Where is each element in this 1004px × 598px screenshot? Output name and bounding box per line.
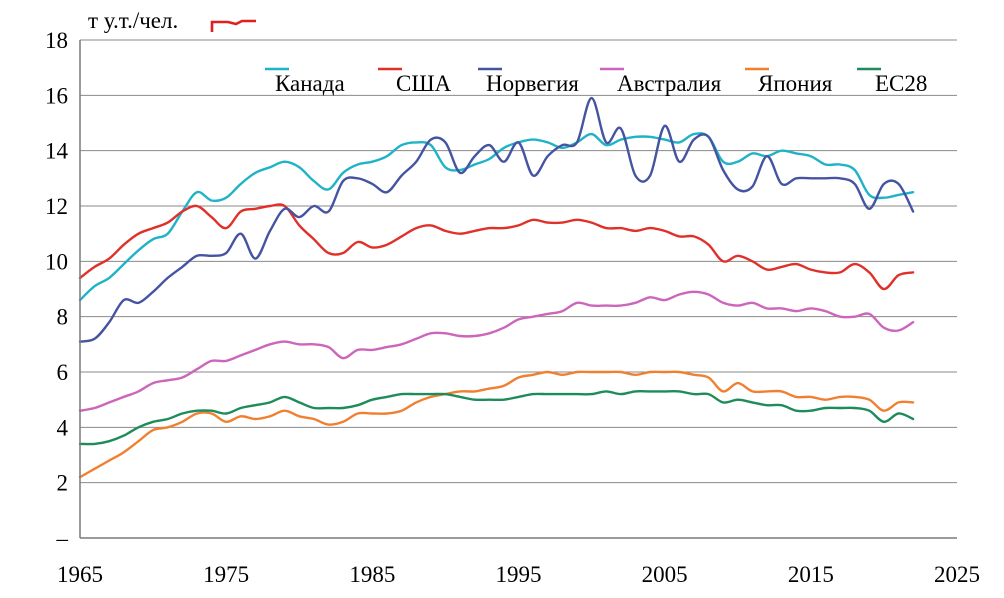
x-tick-label: 1975 (203, 562, 249, 587)
x-tick-label: 1965 (57, 562, 103, 587)
y-tick-label: 18 (45, 28, 68, 53)
x-tick-label: 1995 (496, 562, 542, 587)
legend-label: Австралия (617, 71, 722, 96)
x-tick-label: 2025 (934, 562, 980, 587)
unit-label: т у.т./чел. (88, 8, 178, 33)
legend-label: Япония (758, 71, 833, 96)
y-tick-label: 6 (57, 360, 69, 385)
legend-label: Канада (275, 71, 345, 96)
legend-label: Норвегия (486, 71, 579, 96)
series-line-5 (78, 370, 915, 479)
y-tick-label: 16 (45, 83, 68, 108)
x-tick-label: 1985 (349, 562, 395, 587)
series-line-2 (78, 203, 915, 291)
legend-label: ЕС28 (875, 71, 927, 96)
series-line-1 (78, 132, 915, 302)
unit-marker (210, 19, 256, 32)
y-tick-label: 2 (57, 471, 69, 496)
grid-lines (80, 39, 957, 484)
x-tick-label: 2005 (642, 562, 688, 587)
legend-label: США (396, 71, 452, 96)
tick-labels: – 2 4 6 8 10 12 14 16 18 1965 1975 1985 1995 2005 2015 2… (45, 28, 980, 587)
unit-label-group: т у.т./чел. (88, 8, 256, 33)
y-tick-label: – (56, 526, 69, 551)
y-tick-label: 14 (45, 139, 69, 164)
x-tick-label: 2015 (788, 562, 834, 587)
axes (79, 40, 957, 539)
y-tick-label: 8 (57, 305, 69, 330)
y-tick-label: 10 (45, 249, 68, 274)
series-lines (78, 96, 915, 479)
series-line-6 (78, 389, 915, 446)
y-tick-label: 4 (57, 415, 69, 440)
y-tick-label: 12 (45, 194, 68, 219)
series-line-3 (78, 96, 915, 343)
legend: Канада США Норвегия Австралия Япония ЕС28 (265, 67, 927, 96)
series-line-4 (78, 290, 915, 412)
